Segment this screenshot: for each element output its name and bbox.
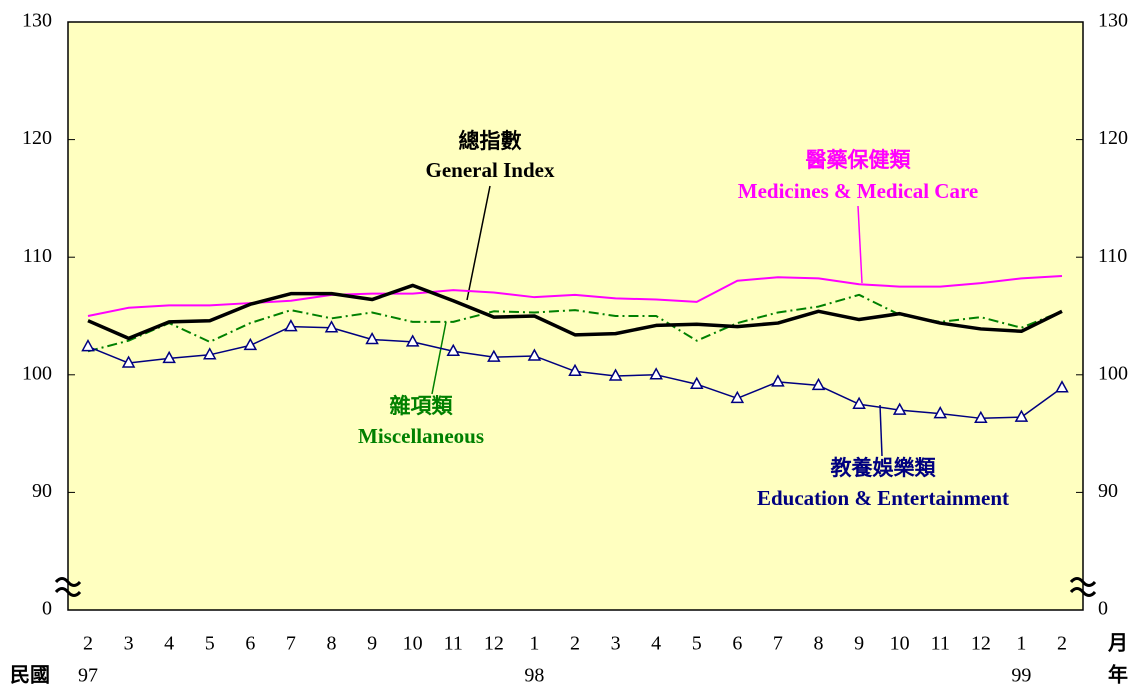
year-label: 97 xyxy=(78,665,98,687)
y2-tick-label: 110 xyxy=(1098,245,1127,267)
x-tick-label: 4 xyxy=(164,633,174,655)
series-label-zh: 雜項類 xyxy=(390,394,454,418)
point-marker xyxy=(811,377,826,391)
x-tick-label: 2 xyxy=(83,633,93,655)
series-label: Miscellaneous xyxy=(358,424,484,448)
point-marker xyxy=(649,367,663,380)
point-marker xyxy=(974,410,988,424)
point-marker xyxy=(689,376,704,389)
x-tick-label: 3 xyxy=(124,633,134,655)
point-marker xyxy=(852,396,866,409)
series-label: General Index xyxy=(426,158,555,182)
point-marker xyxy=(1055,380,1069,393)
point-marker xyxy=(284,319,298,332)
x-tick-label: 10 xyxy=(403,633,423,655)
y-tick-label: 0 xyxy=(42,598,52,620)
series-label: Education & Entertainment xyxy=(757,486,1009,510)
point-marker xyxy=(81,339,95,352)
x-unit-month: 月 xyxy=(1107,633,1128,655)
point-marker xyxy=(771,374,785,387)
point-marker xyxy=(892,402,907,415)
point-marker xyxy=(568,363,582,377)
x-unit-year: 年 xyxy=(1108,663,1128,687)
series-line xyxy=(87,283,1063,341)
x-tick-label: 8 xyxy=(327,633,337,655)
y2-tick-label: 0 xyxy=(1098,598,1108,620)
x-tick-label: 9 xyxy=(367,633,377,655)
x-tick-label: 10 xyxy=(890,633,910,655)
y2-tick-label: 100 xyxy=(1098,362,1128,384)
point-marker xyxy=(324,320,339,333)
y-tick-label: 130 xyxy=(22,10,52,32)
x-tick-label: 5 xyxy=(205,633,215,655)
point-marker xyxy=(933,406,948,419)
point-marker xyxy=(405,334,420,347)
x-tick-label: 4 xyxy=(651,633,661,655)
x-tick-label: 2 xyxy=(1057,633,1067,655)
y-tick-label: 120 xyxy=(22,127,52,149)
series-label: Medicines & Medical Care xyxy=(738,179,978,203)
point-marker xyxy=(608,368,623,381)
y2-tick-label: 90 xyxy=(1098,480,1118,502)
x-tick-label: 8 xyxy=(814,633,824,655)
x-tick-label: 7 xyxy=(773,633,783,655)
point-marker xyxy=(487,349,501,362)
year-label: 99 xyxy=(1011,665,1031,687)
point-marker xyxy=(162,350,176,364)
x-tick-label: 1 xyxy=(529,633,539,655)
x-tick-label: 3 xyxy=(611,633,621,655)
point-marker xyxy=(446,343,461,357)
series-label-zh: 醫藥保健類 xyxy=(806,148,912,172)
x-tick-label: 1 xyxy=(1016,633,1026,655)
point-marker xyxy=(730,390,745,404)
x-tick-label: 5 xyxy=(692,633,702,655)
x-tick-label: 11 xyxy=(931,633,950,655)
x-tick-label: 7 xyxy=(286,633,296,655)
point-marker xyxy=(202,347,217,360)
x-tick-label: 9 xyxy=(854,633,864,655)
x-era-label: 民國 xyxy=(10,665,50,687)
x-tick-label: 2 xyxy=(570,633,580,655)
series-label-zh: 教養娛樂類 xyxy=(831,456,937,480)
axis-break-left xyxy=(54,577,82,597)
point-marker xyxy=(1014,409,1029,422)
point-marker xyxy=(121,355,136,368)
y2-tick-label: 130 xyxy=(1098,10,1128,32)
y-tick-label: 90 xyxy=(32,480,52,502)
x-tick-label: 12 xyxy=(971,633,991,655)
point-marker xyxy=(243,337,258,351)
year-label: 98 xyxy=(524,665,544,687)
x-tick-label: 6 xyxy=(732,633,742,655)
leader-lines xyxy=(431,185,883,457)
x-tick-label: 11 xyxy=(444,633,463,655)
x-tick-label: 6 xyxy=(245,633,255,655)
axis-break-right xyxy=(1069,577,1097,597)
y-tick-label: 100 xyxy=(22,362,52,384)
point-marker xyxy=(527,348,542,361)
x-tick-label: 12 xyxy=(484,633,504,655)
point-marker xyxy=(365,331,379,345)
y2-tick-label: 120 xyxy=(1098,127,1128,149)
y-tick-label: 110 xyxy=(23,245,52,267)
series-label-zh: 總指數 xyxy=(459,129,522,153)
